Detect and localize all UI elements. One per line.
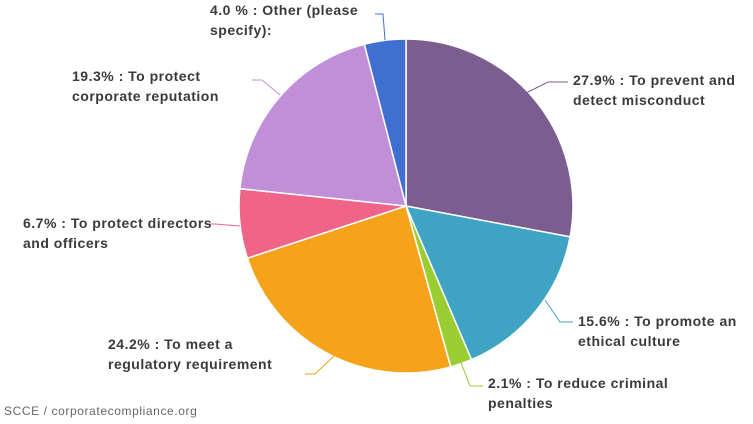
leader-line	[519, 81, 568, 97]
slice-label: 15.6% : To promote an ethical culture	[578, 313, 737, 349]
slice-label: 27.9% : To prevent and detect misconduct	[573, 72, 736, 108]
slice-label: 24.2% : To meet a regulatory requirement	[108, 336, 273, 372]
slice-label: 6.7% : To protect directors and officers	[23, 215, 213, 251]
leader-line	[305, 354, 336, 375]
slice-label: 4.0 % : Other (please specify):	[210, 2, 359, 38]
leader-line	[375, 13, 386, 41]
pie-slice	[239, 43, 407, 207]
slice-label: 2.1% : To reduce criminal penalties	[488, 375, 669, 411]
pie-slice	[246, 205, 452, 374]
pie-slice	[405, 38, 574, 238]
leader-line	[205, 223, 241, 227]
pie-slice	[404, 205, 572, 361]
leader-line	[252, 79, 281, 96]
pie-slice	[363, 38, 407, 207]
leader-line	[459, 359, 483, 387]
source-note: SCCE / corporatecompliance.org	[4, 404, 198, 418]
leader-line	[544, 299, 573, 323]
slice-label: 19.3% : To protect corporate reputation	[72, 68, 219, 104]
